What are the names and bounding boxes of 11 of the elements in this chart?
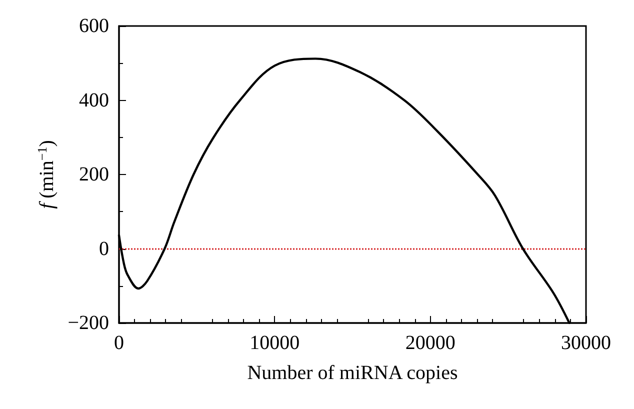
y-tick-label: 400 [79, 89, 109, 112]
y-axis-title: f (min−1) [34, 140, 58, 209]
y-tick-label: 200 [79, 164, 109, 186]
x-tick-label: 20000 [405, 332, 456, 354]
x-tick-label: 0 [114, 332, 124, 354]
y-tick-label: 600 [79, 15, 109, 37]
x-tick-label: 30000 [561, 332, 611, 354]
x-axis-title: Number of miRNA copies [247, 362, 458, 384]
y-tick-label: 0 [99, 238, 109, 260]
y-tick-label: −200 [68, 312, 109, 334]
x-tick-label: 10000 [250, 332, 300, 354]
